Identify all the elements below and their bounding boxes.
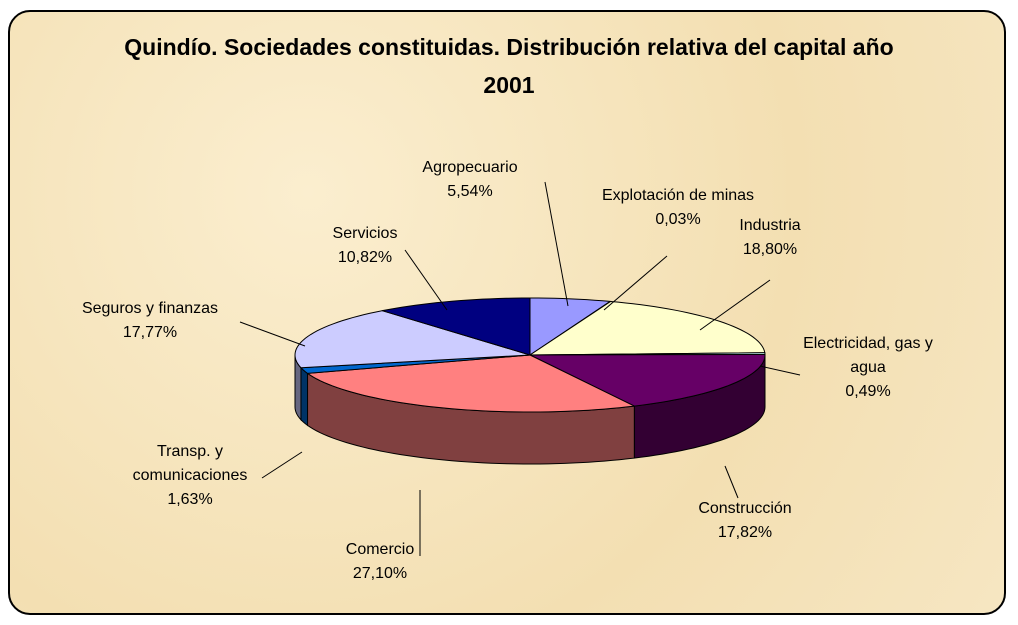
- data-label: Explotación de minas 0,03%: [602, 184, 754, 232]
- category-label: Electricidad, gas y agua: [803, 335, 933, 376]
- value-label: 10,82%: [337, 249, 393, 266]
- value-label: 27,10%: [352, 565, 408, 582]
- pie-tops: [294, 297, 766, 413]
- value-label: 5,54%: [447, 183, 493, 200]
- value-label: 18,80%: [742, 241, 798, 258]
- slice: [528, 300, 766, 356]
- data-label: Servicios 10,82%: [333, 222, 398, 270]
- leader-line: [724, 465, 739, 499]
- title-text: Quindío. Sociedades constituidas. Distri…: [124, 34, 894, 98]
- data-label: Agropecuario 5,54%: [422, 156, 517, 204]
- value-label: 1,63%: [167, 491, 213, 508]
- category-label: Comercio: [345, 541, 415, 558]
- data-label: Seguros y finanzas 17,77%: [82, 297, 218, 345]
- category-label: Transp. y comunicaciones: [132, 443, 248, 484]
- leader-line: [699, 279, 771, 331]
- data-label: Transp. y comunicaciones 1,63%: [115, 440, 265, 512]
- leader-line: [404, 249, 448, 311]
- category-label: Explotación de minas: [601, 187, 755, 204]
- data-label: Electricidad, gas y agua 0,49%: [786, 332, 951, 404]
- category-label: Seguros y finanzas: [81, 300, 219, 317]
- data-label: Construcción 17,82%: [698, 497, 791, 545]
- value-label: 17,77%: [122, 324, 178, 341]
- slice: [382, 297, 531, 356]
- slice: [294, 310, 531, 369]
- leader-line: [759, 365, 801, 376]
- value-label: 0,03%: [655, 211, 701, 228]
- value-label: 0,49%: [845, 383, 891, 400]
- leader-line: [603, 255, 668, 311]
- slice: [529, 297, 612, 356]
- value-label: 17,82%: [717, 524, 773, 541]
- chart-title: Quindío. Sociedades constituidas. Distri…: [0, 28, 1018, 104]
- category-label: Industria: [739, 217, 801, 234]
- data-label: Comercio 27,10%: [346, 538, 414, 586]
- leader-line: [544, 181, 569, 307]
- slice: [306, 354, 637, 413]
- category-label: Agropecuario: [422, 159, 518, 176]
- leader-line: [261, 451, 303, 479]
- category-label: Construcción: [698, 500, 792, 517]
- leader-line: [239, 321, 306, 347]
- slice-side: [300, 366, 309, 427]
- slice: [529, 353, 766, 407]
- data-label: Industria 18,80%: [739, 214, 800, 262]
- category-label: Servicios: [332, 225, 398, 242]
